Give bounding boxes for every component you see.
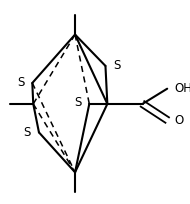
Text: S: S [113, 59, 121, 72]
Text: S: S [17, 76, 24, 90]
Text: OH: OH [174, 82, 190, 95]
Text: S: S [74, 96, 81, 110]
Text: O: O [174, 114, 184, 126]
Text: S: S [24, 126, 31, 139]
